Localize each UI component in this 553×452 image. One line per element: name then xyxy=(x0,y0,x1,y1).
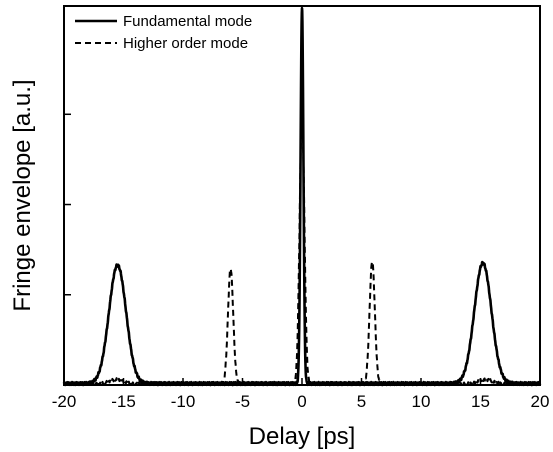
x-tick-label: 15 xyxy=(471,392,490,411)
x-axis: -20 -15 -10 -5 0 5 10 15 20 xyxy=(52,378,550,411)
legend: Fundamental mode Higher order mode xyxy=(75,13,252,52)
x-tick-label: -15 xyxy=(111,392,136,411)
x-axis-label: Delay [ps] xyxy=(249,423,356,450)
x-tick-label: 5 xyxy=(357,392,366,411)
x-tick-label: -10 xyxy=(171,392,196,411)
x-tick-label: 0 xyxy=(297,392,306,411)
y-axis xyxy=(64,113,71,296)
series-line-higher-order xyxy=(63,112,541,386)
y-axis-label: Fringe envelope [a.u.] xyxy=(9,79,36,311)
x-tick-label: -5 xyxy=(235,392,250,411)
x-tick-label: 10 xyxy=(412,392,431,411)
x-tick-label: 20 xyxy=(531,392,550,411)
plot-area xyxy=(62,6,542,387)
legend-label: Fundamental mode xyxy=(123,13,252,30)
legend-label: Higher order mode xyxy=(123,35,248,52)
x-tick-label: -20 xyxy=(52,392,77,411)
series-line-fundamental xyxy=(62,6,542,387)
